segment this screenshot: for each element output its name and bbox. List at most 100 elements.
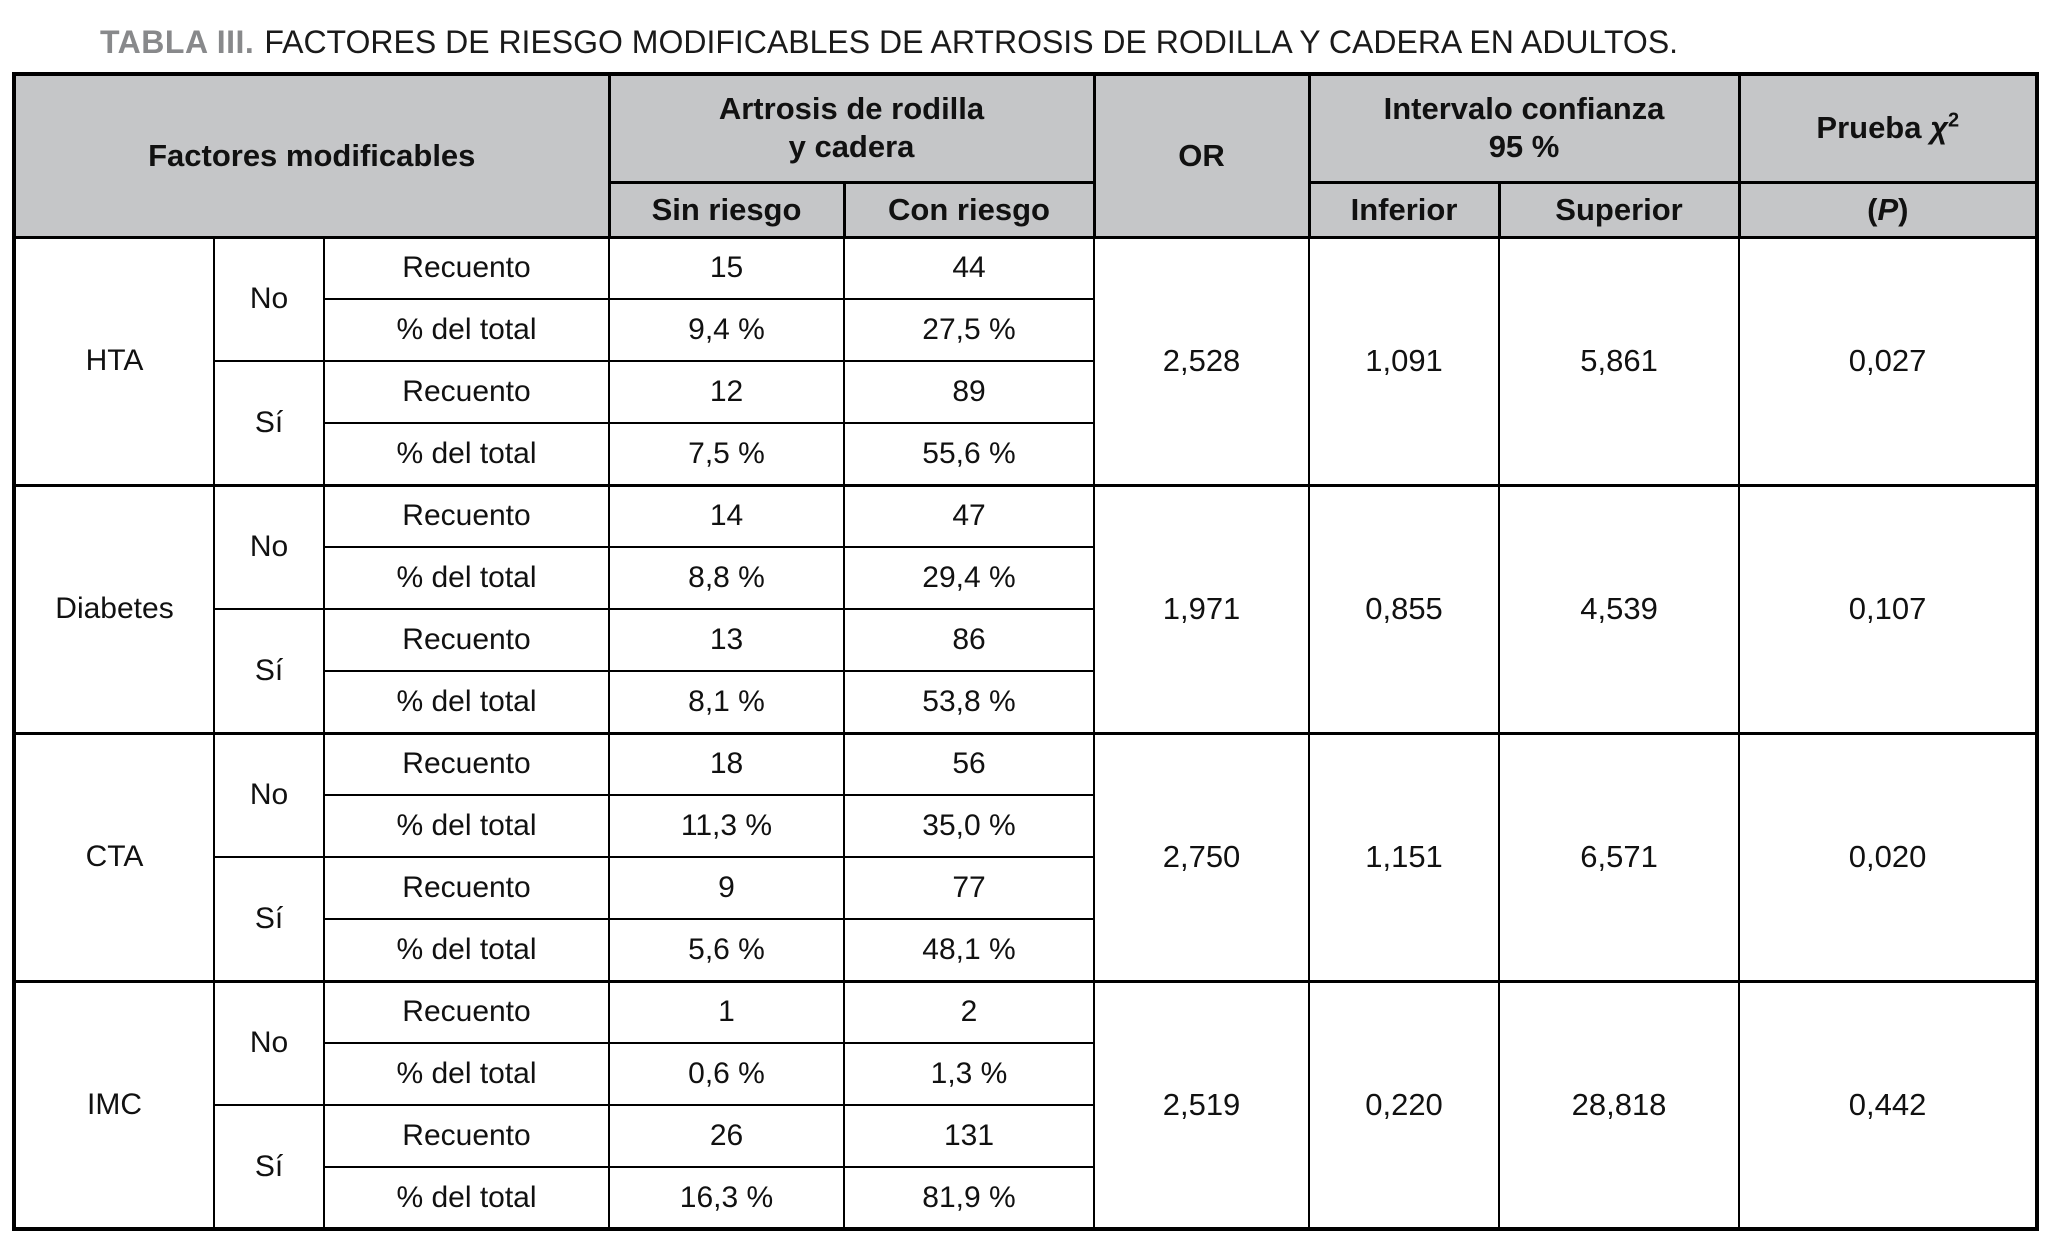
or-cell: 2,519 <box>1093 979 1311 1230</box>
value-cell: 47 <box>842 483 1096 548</box>
inferior-cell: 1,151 <box>1308 731 1501 982</box>
header-p: (P) <box>1737 180 2039 239</box>
table-row: % del total 0,6 % 1,3 % <box>14 1042 2037 1106</box>
table-row: Sí Recuento 9 77 <box>14 856 2037 982</box>
p-symbol: P <box>1877 191 1899 227</box>
superior-cell: 4,539 <box>1498 483 1741 734</box>
value-cell: 8,8 % <box>608 546 845 610</box>
si-cell: Sí <box>213 360 325 486</box>
table-title: TABLA III. FACTORES DE RIESGO MODIFICABLE… <box>0 0 2047 72</box>
value-cell: 77 <box>842 856 1096 920</box>
value-cell: 1 <box>608 979 845 1044</box>
value-cell: 44 <box>842 235 1096 300</box>
value-cell: 48,1 % <box>842 918 1096 982</box>
value-cell: 2 <box>842 979 1096 1044</box>
recuento-label: Recuento <box>323 979 610 1044</box>
value-cell: 55,6 % <box>842 422 1096 486</box>
value-cell: 29,4 % <box>842 546 1096 610</box>
value-cell: 14 <box>608 483 845 548</box>
value-cell: 26 <box>608 1104 845 1168</box>
table-row: Sí Recuento 12 89 <box>14 360 2037 486</box>
value-cell: 0,6 % <box>608 1042 845 1106</box>
or-cell: 1,971 <box>1093 483 1311 734</box>
value-cell: 53,8 % <box>842 670 1096 734</box>
superior-cell: 5,861 <box>1498 235 1741 486</box>
superior-cell: 28,818 <box>1498 979 1741 1230</box>
value-cell: 27,5 % <box>842 298 1096 362</box>
table-row: % del total 7,5 % 55,6 % <box>14 422 2037 486</box>
table-row: % del total 8,8 % 29,4 % <box>14 546 2037 610</box>
table-title-text: FACTORES DE RIESGO MODIFICABLES DE ARTRO… <box>264 24 1679 60</box>
table-row: % del total 8,1 % 53,8 % <box>14 670 2037 734</box>
value-cell: 131 <box>842 1104 1096 1168</box>
or-cell: 2,750 <box>1093 731 1311 982</box>
header-intervalo-confianza: Intervalo confianza 95 % <box>1307 72 1741 184</box>
si-cell: Sí <box>213 856 325 982</box>
factor-cell-imc: IMC <box>13 979 215 1230</box>
table-row: IMC No Recuento 1 2 2,519 0,220 28,818 0… <box>13 979 2039 1230</box>
chi-symbol: χ <box>1930 110 1949 146</box>
header-superior: Superior <box>1497 180 1741 239</box>
pct-label: % del total <box>323 422 610 486</box>
value-cell: 9,4 % <box>608 298 845 362</box>
value-cell: 16,3 % <box>608 1166 845 1230</box>
recuento-label: Recuento <box>323 483 610 548</box>
pct-label: % del total <box>323 670 610 734</box>
si-cell: Sí <box>213 608 325 734</box>
pct-label: % del total <box>323 918 610 982</box>
table-row: Diabetes No Recuento 14 47 1,971 0,855 4… <box>13 483 2039 734</box>
factor-cell-hta: HTA <box>13 235 215 486</box>
header-row-2: Sin riesgo Con riesgo Inferior Superior … <box>14 180 2039 239</box>
p-cell: 0,442 <box>1738 979 2039 1230</box>
value-cell: 35,0 % <box>842 794 1096 858</box>
superior-cell: 6,571 <box>1498 731 1741 982</box>
value-cell: 56 <box>842 731 1096 796</box>
no-cell: No <box>213 483 325 610</box>
inferior-cell: 1,091 <box>1308 235 1501 486</box>
table-row: % del total 11,3 % 35,0 % <box>14 794 2037 858</box>
header-factores-modificables: Factores modificables <box>12 72 611 239</box>
value-cell: 81,9 % <box>842 1166 1096 1230</box>
inferior-cell: 0,855 <box>1308 483 1501 734</box>
table-row: % del total 5,6 % 48,1 % <box>14 918 2037 982</box>
header-sin-riesgo: Sin riesgo <box>607 180 846 239</box>
value-cell: 11,3 % <box>608 794 845 858</box>
value-cell: 86 <box>842 608 1096 672</box>
recuento-label: Recuento <box>323 731 610 796</box>
pct-label: % del total <box>323 298 610 362</box>
header-or: OR <box>1092 72 1311 239</box>
recuento-label: Recuento <box>323 608 610 672</box>
header-artrosis-rodilla-cadera: Artrosis de rodilla y cadera <box>607 72 1096 184</box>
table-row: Sí Recuento 13 86 <box>14 608 2037 734</box>
value-cell: 18 <box>608 731 845 796</box>
pct-label: % del total <box>323 1166 610 1230</box>
factor-cell-cta: CTA <box>13 731 215 982</box>
value-cell: 13 <box>608 608 845 672</box>
recuento-label: Recuento <box>323 856 610 920</box>
inferior-cell: 0,220 <box>1308 979 1501 1230</box>
risk-factors-table: Factores modificables Artrosis de rodill… <box>12 72 2040 1231</box>
pct-label: % del total <box>323 1042 610 1106</box>
p-paren-open: ( <box>1867 191 1878 227</box>
value-cell: 7,5 % <box>608 422 845 486</box>
header-prueba-chi2: Prueba χ2 <box>1737 72 2039 184</box>
value-cell: 5,6 % <box>608 918 845 982</box>
value-cell: 9 <box>608 856 845 920</box>
header-con-riesgo: Con riesgo <box>842 180 1096 239</box>
header-row-1: Factores modificables Artrosis de rodill… <box>12 72 2039 239</box>
no-cell: No <box>213 235 325 362</box>
p-cell: 0,027 <box>1738 235 2039 486</box>
value-cell: 12 <box>608 360 845 424</box>
value-cell: 15 <box>608 235 845 300</box>
pct-label: % del total <box>323 546 610 610</box>
p-paren-close: ) <box>1898 191 1909 227</box>
table-row: % del total 9,4 % 27,5 % <box>14 298 2037 362</box>
factor-cell-diabetes: Diabetes <box>13 483 215 734</box>
table-row: HTA No Recuento 15 44 2,528 1,091 5,861 … <box>13 235 2039 486</box>
si-cell: Sí <box>213 1104 325 1230</box>
pct-label: % del total <box>323 794 610 858</box>
no-cell: No <box>213 731 325 858</box>
header-inferior: Inferior <box>1307 180 1501 239</box>
value-cell: 8,1 % <box>608 670 845 734</box>
table-row: Sí Recuento 26 131 <box>14 1104 2037 1230</box>
